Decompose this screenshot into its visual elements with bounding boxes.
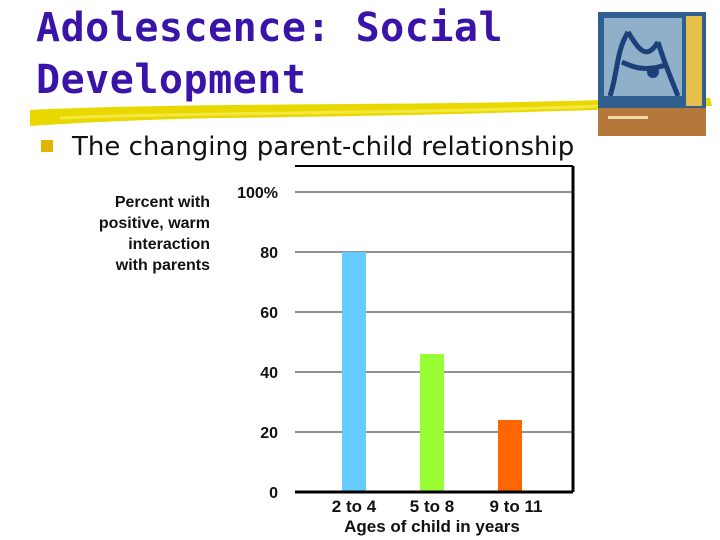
y-tick-label: 0 <box>269 485 278 502</box>
y-tick-label: 80 <box>260 245 278 262</box>
slide-title-line-1: Adolescence: Social <box>36 5 504 51</box>
x-axis-title: Ages of child in years <box>344 517 520 536</box>
y-axis-label: Percent with positive, warm interaction … <box>98 194 210 274</box>
x-category-label: 2 to 4 <box>332 497 377 516</box>
bar-3 <box>498 420 522 492</box>
bullet-text: The changing parent-child relationship <box>72 132 575 162</box>
x-category-label: 9 to 11 <box>490 497 543 516</box>
slide-title: Adolescence: Social Development <box>36 2 503 106</box>
slide-title-line-2: Development <box>36 57 307 103</box>
chart-grid <box>295 191 573 433</box>
y-tick-label: 20 <box>260 425 278 442</box>
book-cover-image <box>598 12 706 136</box>
x-category-label: 5 to 8 <box>410 497 454 516</box>
chart-axes <box>295 165 575 494</box>
y-tick-label: 100% <box>237 185 278 202</box>
bullet-marker-icon <box>41 140 53 152</box>
y-tick-labels: 100% 80 60 40 20 0 <box>237 185 278 502</box>
y-tick-label: 40 <box>260 365 278 382</box>
y-tick-label: 60 <box>260 305 278 322</box>
x-category-labels: 2 to 4 5 to 8 9 to 11 <box>332 497 543 516</box>
title-underline <box>30 98 712 126</box>
bar-2 <box>420 354 444 492</box>
bar-1 <box>342 252 366 492</box>
chart-bars <box>342 252 522 492</box>
